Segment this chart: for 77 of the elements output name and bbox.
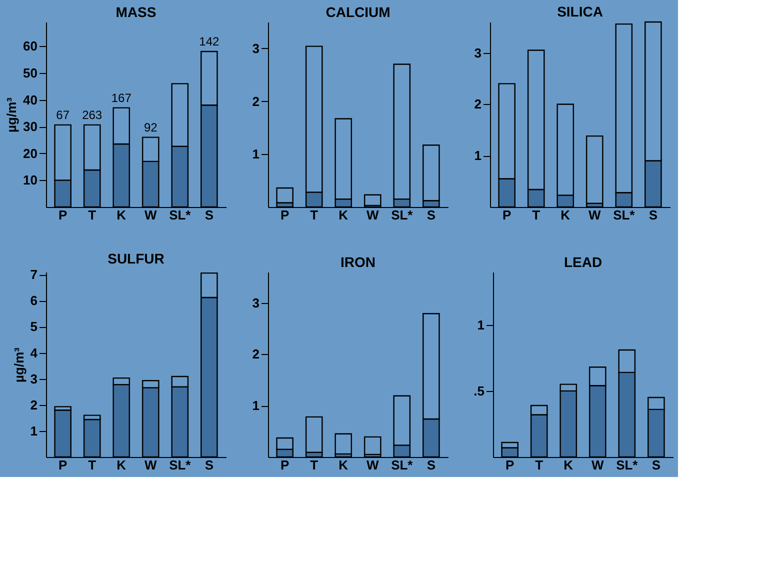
x-tick-label: P xyxy=(58,208,68,222)
x-tick-label: W xyxy=(588,208,602,222)
x-tick-label: P xyxy=(280,208,290,222)
bar xyxy=(364,436,382,456)
chart-title: SILICA xyxy=(557,3,603,20)
x-tick-label: K xyxy=(338,458,349,472)
chart-title: MASS xyxy=(116,4,156,20)
y-tick-label: 7 xyxy=(30,267,38,282)
annotation: 67 xyxy=(56,108,70,122)
x-tick-label: W xyxy=(366,458,380,472)
y-tick-label: 2 xyxy=(252,94,260,109)
y-tick-label: 20 xyxy=(23,146,38,161)
y-tick-label: 3 xyxy=(252,40,260,56)
chart-title: SULFUR xyxy=(108,250,164,267)
x-tick-label: W xyxy=(144,208,158,222)
y-tick-label: 3 xyxy=(252,295,260,310)
y-tick-label: 1 xyxy=(477,317,484,332)
y-tick-label: 50 xyxy=(23,65,38,80)
annotation: 167 xyxy=(111,90,132,105)
y-tick-label: 2 xyxy=(252,346,260,362)
x-tick-label: S xyxy=(204,458,214,472)
x-tick-label: W xyxy=(591,458,604,472)
y-tick-label: 3 xyxy=(474,45,482,60)
bar xyxy=(334,433,352,455)
y-tick-label: 10 xyxy=(23,172,38,188)
annotation: 92 xyxy=(144,120,158,134)
x-tick-label: P xyxy=(280,458,290,472)
y-tick-label: 40 xyxy=(23,92,38,108)
x-tick-label: T xyxy=(535,458,544,472)
x-tick-label: P xyxy=(502,208,512,222)
y-tick-label: 2 xyxy=(30,397,38,412)
x-tick-label: P xyxy=(505,458,514,472)
chart-title: LEAD xyxy=(564,254,602,270)
annotation: 263 xyxy=(82,108,102,122)
x-tick-label: S xyxy=(204,208,214,222)
y-axis-title: µg/m³ xyxy=(11,346,26,382)
y-axis-title: µg/m³ xyxy=(4,96,20,132)
x-tick-label: T xyxy=(88,208,96,222)
y-tick-label: 4 xyxy=(30,345,38,360)
x-tick-label: S xyxy=(652,458,661,472)
bar xyxy=(276,187,294,204)
x-tick-label: SL* xyxy=(169,458,192,472)
x-tick-label: S xyxy=(648,208,658,222)
x-tick-label: T xyxy=(88,458,96,472)
y-tick-label: 5 xyxy=(30,319,38,334)
x-tick-label: SL* xyxy=(169,208,192,222)
x-tick-label: SL* xyxy=(613,208,636,222)
y-tick-label: 3 xyxy=(30,371,38,386)
x-tick-label: K xyxy=(338,208,349,222)
chart-title: IRON xyxy=(340,254,376,270)
x-tick-label: SL* xyxy=(616,458,639,472)
x-tick-label: S xyxy=(426,458,436,472)
y-tick-label: 60 xyxy=(23,38,38,54)
x-tick-label: T xyxy=(310,208,318,222)
x-tick-label: SL* xyxy=(391,458,414,472)
x-tick-label: K xyxy=(564,458,574,472)
y-tick-label: .5 xyxy=(474,383,484,398)
x-tick-label: S xyxy=(426,208,436,222)
y-tick-label: 1 xyxy=(30,423,38,438)
bar xyxy=(586,135,604,204)
x-tick-label: P xyxy=(58,458,68,472)
y-tick-label: 1 xyxy=(252,146,260,162)
y-tick-label: 1 xyxy=(252,398,260,414)
chart-title: CALCIUM xyxy=(326,4,390,20)
x-tick-label: W xyxy=(366,208,380,222)
y-tick-label: 2 xyxy=(474,96,482,112)
x-tick-label: T xyxy=(532,208,540,222)
x-tick-label: K xyxy=(116,208,127,222)
y-tick-label: 6 xyxy=(30,293,38,308)
y-tick-label: 1 xyxy=(474,148,482,164)
x-tick-label: K xyxy=(116,458,127,472)
y-tick-label: 30 xyxy=(23,119,38,134)
annotation: 142 xyxy=(199,34,220,48)
x-tick-label: T xyxy=(310,458,318,472)
x-tick-label: SL* xyxy=(391,208,414,222)
x-tick-label: W xyxy=(144,458,158,472)
x-tick-label: K xyxy=(560,208,571,222)
